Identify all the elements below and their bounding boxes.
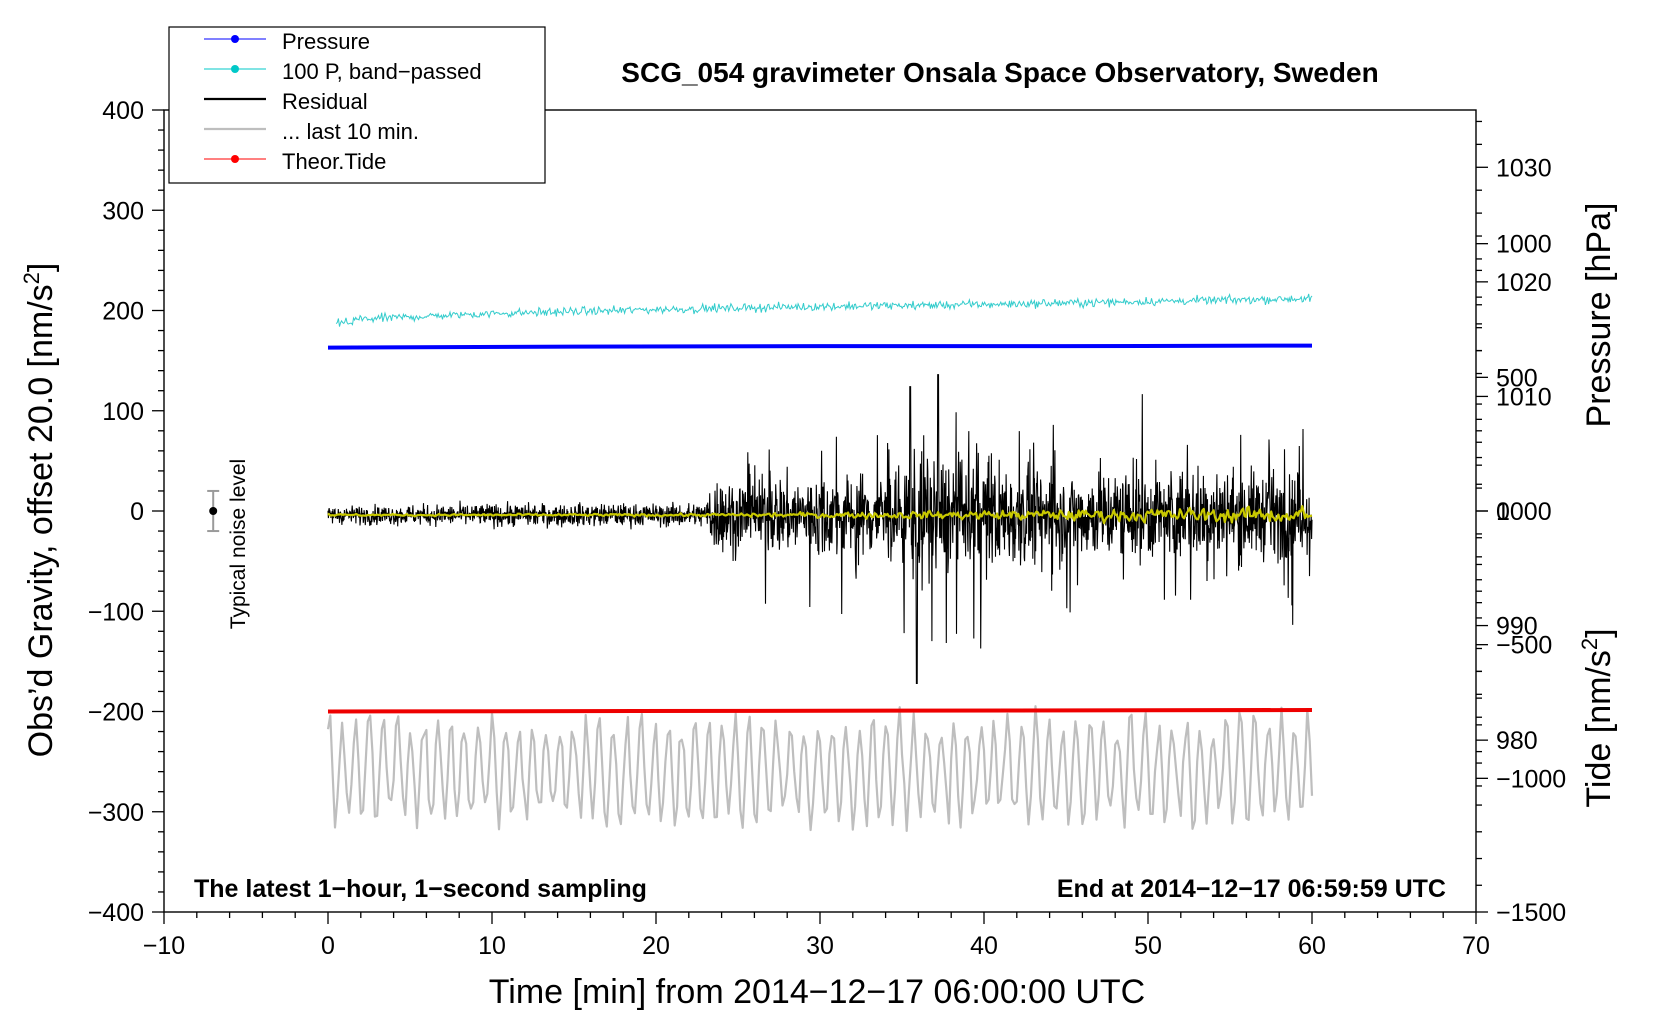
tide-axis-title: Tide [nm/s2] xyxy=(1577,628,1618,807)
y-tick-label-1: 300 xyxy=(102,197,144,225)
y-tick-label-7: −300 xyxy=(88,799,144,827)
pressure-axis-title: Pressure [hPa] xyxy=(1580,203,1618,428)
tide-tick-label-1: 500 xyxy=(1496,364,1538,392)
y-axis-left-title-sup: 2 xyxy=(19,272,44,284)
x-tick-label-8: 70 xyxy=(1462,932,1490,960)
tide-axis-title-sup: 2 xyxy=(1577,638,1602,650)
legend-marker-4 xyxy=(231,155,239,163)
legend-marker-1 xyxy=(231,65,239,73)
legend-swatches xyxy=(204,35,266,163)
noise-level-label: Typical noise level xyxy=(227,459,250,629)
y-tick-label-0: 400 xyxy=(102,97,144,125)
tide-axis-title-main: Tide [nm/s xyxy=(1580,650,1618,807)
y-tick-label-2: 200 xyxy=(102,298,144,326)
y-tick-label-4: 0 xyxy=(130,498,144,526)
series-theoretical-tide xyxy=(327,708,1313,714)
note-sampling: The latest 1−hour, 1−second sampling xyxy=(194,875,647,903)
x-axis-title: Time [min] from 2014−12−17 06:00:00 UTC xyxy=(489,973,1145,1011)
pressure-tick-label-2: 1010 xyxy=(1496,383,1552,411)
legend-marker-0 xyxy=(231,35,239,43)
tide-tick-label-4: −1000 xyxy=(1496,765,1566,793)
tide-axis-title-end: ] xyxy=(1580,628,1618,637)
pressure-tick-label-0: 1030 xyxy=(1496,154,1552,182)
legend-label-tide: Theor.Tide xyxy=(282,149,386,174)
legend-label-bandpassed: 100 P, band−passed xyxy=(282,59,482,84)
x-tick-label-4: 30 xyxy=(806,932,834,960)
y-axis-tide: 1000 500 0 −500 −1000 −1500 xyxy=(1476,231,1566,927)
chart-title: SCG_054 gravimeter Onsala Space Observat… xyxy=(621,57,1378,88)
series-residual-smoothed xyxy=(327,505,1313,525)
x-tick-label-3: 20 xyxy=(642,932,670,960)
x-tick-label-5: 40 xyxy=(970,932,998,960)
y-axis-left-title-end: ] xyxy=(22,263,60,272)
pressure-tick-label-5: 980 xyxy=(1496,727,1538,755)
x-tick-label-6: 50 xyxy=(1134,932,1162,960)
legend: Pressure 100 P, band−passed Residual ...… xyxy=(168,26,546,184)
legend-label-last10: ... last 10 min. xyxy=(282,119,419,144)
note-end-time: End at 2014−12−17 06:59:59 UTC xyxy=(1057,875,1446,903)
noise-level-marker xyxy=(207,489,220,533)
noise-bar-dot xyxy=(209,507,218,515)
series-layer xyxy=(326,292,1314,833)
pressure-tick-label-4: 990 xyxy=(1496,613,1538,641)
tide-tick-label-2: 0 xyxy=(1496,498,1510,526)
y-axis-pressure: 1030 1020 1010 1000 990 980 xyxy=(1476,120,1552,787)
legend-label-residual: Residual xyxy=(282,89,368,114)
pressure-tick-label-3: 1000 xyxy=(1496,498,1552,526)
tide-tick-label-5: −1500 xyxy=(1496,899,1566,927)
series-pressure xyxy=(327,343,1313,350)
y-axis-left-title: Obs’d Gravity, offset 20.0 [nm/s2] xyxy=(19,263,60,758)
y-tick-label-3: 100 xyxy=(102,398,144,426)
tide-tick-label-3: −500 xyxy=(1496,632,1552,660)
pressure-tick-label-1: 1020 xyxy=(1496,269,1552,297)
x-tick-label-7: 60 xyxy=(1298,932,1326,960)
y-tick-label-8: −400 xyxy=(88,899,144,927)
x-tick-label-1: 0 xyxy=(321,932,335,960)
y-axis-left-title-main: Obs’d Gravity, offset 20.0 [nm/s xyxy=(22,284,60,757)
y-tick-label-5: −100 xyxy=(88,598,144,626)
legend-label-pressure: Pressure xyxy=(282,29,370,54)
series-band-passed-pressure xyxy=(335,292,1313,327)
x-axis: −10 0 10 20 30 40 50 60 70 xyxy=(143,912,1490,960)
y-axis-left: 400 300 200 100 0 −100 −200 −300 −400 xyxy=(88,97,164,927)
y-tick-label-6: −200 xyxy=(88,699,144,727)
series-residual xyxy=(327,374,1313,684)
x-tick-label-2: 10 xyxy=(478,932,506,960)
tide-tick-label-0: 1000 xyxy=(1496,231,1552,259)
x-tick-label-0: −10 xyxy=(143,932,185,960)
